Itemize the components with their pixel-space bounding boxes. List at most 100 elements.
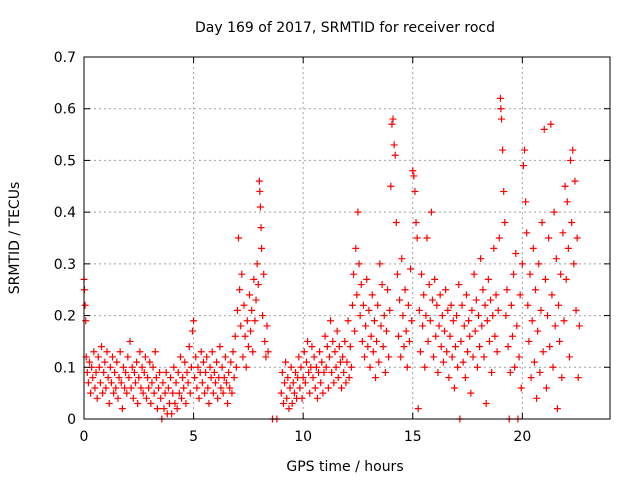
data-point [403, 363, 411, 371]
data-point [395, 332, 403, 340]
data-point [126, 337, 134, 345]
data-point [205, 399, 213, 407]
data-point [392, 218, 400, 226]
data-point [174, 368, 182, 376]
data-point [106, 363, 114, 371]
data-point [150, 389, 158, 397]
data-point [291, 368, 299, 376]
data-point [262, 353, 270, 361]
data-point [512, 250, 520, 258]
data-point [399, 312, 407, 320]
data-point [366, 363, 374, 371]
x-tick-label: 15 [404, 429, 422, 445]
data-point [124, 353, 132, 361]
data-point [362, 322, 370, 330]
data-point [83, 368, 91, 376]
data-point [559, 229, 567, 237]
data-point [155, 384, 163, 392]
data-point [167, 374, 175, 382]
data-point [442, 286, 450, 294]
data-point [285, 405, 293, 413]
data-point [354, 208, 362, 216]
data-point [483, 317, 491, 325]
data-point [217, 384, 225, 392]
data-point [239, 353, 247, 361]
data-point [288, 399, 296, 407]
data-point [173, 405, 181, 413]
data-point [527, 374, 535, 382]
data-point [548, 291, 556, 299]
data-point [159, 379, 167, 387]
data-point [525, 337, 533, 345]
data-point [89, 374, 97, 382]
data-point [233, 306, 241, 314]
data-point [235, 234, 243, 242]
data-point [298, 394, 306, 402]
data-point [431, 275, 439, 283]
data-point [513, 322, 521, 330]
data-point [209, 389, 217, 397]
data-point [517, 384, 525, 392]
data-point [407, 265, 415, 273]
data-point [521, 146, 529, 154]
data-point [390, 141, 398, 149]
data-point [243, 317, 251, 325]
data-point [537, 306, 545, 314]
data-point [192, 353, 200, 361]
data-point [479, 286, 487, 294]
x-tick-label: 5 [189, 429, 198, 445]
data-point [531, 286, 539, 294]
data-point [357, 281, 365, 289]
data-point [221, 353, 229, 361]
data-point [523, 229, 531, 237]
data-point [485, 337, 493, 345]
data-point [216, 343, 224, 351]
data-point [378, 281, 386, 289]
data-point [172, 379, 180, 387]
data-point [138, 363, 146, 371]
data-point [168, 410, 176, 418]
data-point [553, 405, 561, 413]
data-point [502, 312, 510, 320]
data-point [545, 234, 553, 242]
data-point [214, 394, 222, 402]
data-point [388, 120, 396, 128]
data-point [450, 384, 458, 392]
data-point [470, 270, 478, 278]
data-point [370, 317, 378, 325]
data-point [495, 234, 503, 242]
data-point [561, 182, 569, 190]
data-point [132, 379, 140, 387]
data-point [539, 348, 547, 356]
data-point [439, 358, 447, 366]
data-point [110, 389, 118, 397]
data-point [321, 332, 329, 340]
data-point [384, 286, 392, 294]
data-point [367, 332, 375, 340]
data-point [308, 343, 316, 351]
data-point [241, 332, 249, 340]
data-point [197, 348, 205, 356]
data-point [117, 379, 125, 387]
data-point [199, 358, 207, 366]
data-point [574, 374, 582, 382]
data-point [194, 363, 202, 371]
data-point [457, 337, 465, 345]
data-point [379, 343, 387, 351]
data-point [480, 353, 488, 361]
data-point [238, 270, 246, 278]
data-point [134, 399, 142, 407]
data-point [99, 389, 107, 397]
data-point [522, 198, 530, 206]
data-point [122, 368, 130, 376]
data-point [438, 312, 446, 320]
data-point [226, 384, 234, 392]
data-point [402, 327, 410, 335]
data-point [140, 368, 148, 376]
data-point [343, 358, 351, 366]
data-point [419, 322, 427, 330]
data-point [467, 389, 475, 397]
data-point [228, 389, 236, 397]
data-point [368, 291, 376, 299]
data-point [191, 374, 199, 382]
